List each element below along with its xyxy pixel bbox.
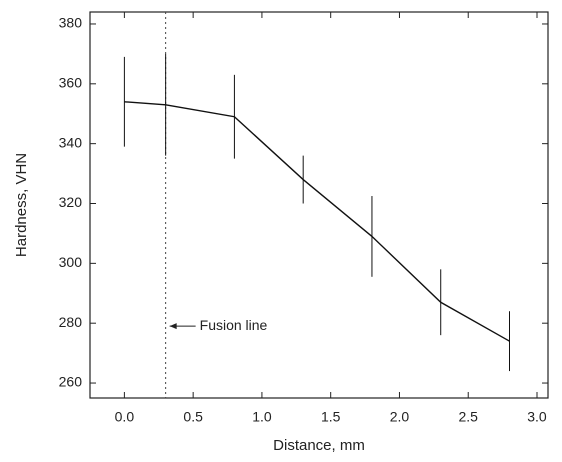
y-tick-label: 380 (59, 15, 83, 31)
x-tick-label: 1.5 (321, 409, 341, 425)
plot-frame (89, 11, 549, 399)
y-axis-label: Hardness, VHN (13, 153, 30, 257)
y-tick-label: 280 (59, 314, 83, 330)
y-tick-label: 300 (59, 254, 83, 270)
x-tick-label: 3.0 (527, 409, 547, 425)
x-tick-label: 1.0 (252, 409, 272, 425)
y-tick-label: 320 (59, 194, 83, 210)
x-axis-label: Distance, mm (273, 437, 365, 454)
annotation-text: Fusion line (200, 317, 268, 333)
annotation-arrowhead (169, 323, 177, 330)
x-tick-label: 0.0 (115, 409, 135, 425)
x-tick-label: 2.0 (390, 409, 410, 425)
x-tick-label: 0.5 (183, 409, 203, 425)
y-tick-label: 340 (59, 134, 83, 150)
data-line (124, 101, 510, 342)
y-tick-label: 360 (59, 75, 83, 91)
x-tick-label: 2.5 (458, 409, 478, 425)
y-tick-label: 260 (59, 374, 83, 390)
